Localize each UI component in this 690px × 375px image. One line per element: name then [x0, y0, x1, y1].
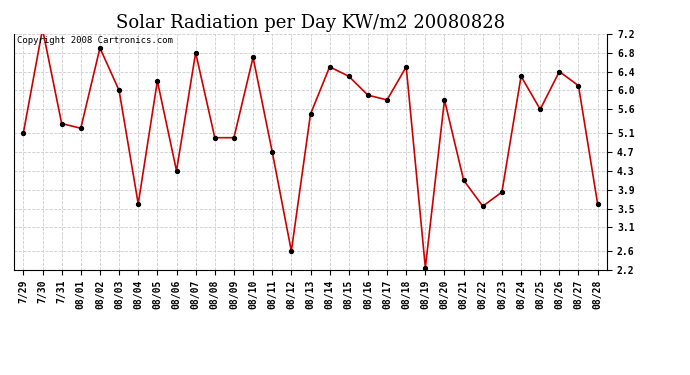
Point — [190, 50, 201, 55]
Point — [458, 177, 469, 183]
Point — [324, 64, 335, 70]
Point — [343, 73, 354, 79]
Point — [132, 201, 144, 207]
Point — [573, 83, 584, 89]
Point — [401, 64, 412, 70]
Point — [439, 97, 450, 103]
Point — [95, 45, 106, 51]
Text: Copyright 2008 Cartronics.com: Copyright 2008 Cartronics.com — [17, 36, 172, 45]
Point — [152, 78, 163, 84]
Point — [56, 120, 67, 126]
Point — [554, 69, 565, 75]
Point — [37, 26, 48, 32]
Point — [228, 135, 239, 141]
Point — [18, 130, 29, 136]
Point — [305, 111, 316, 117]
Point — [382, 97, 393, 103]
Point — [267, 149, 278, 155]
Title: Solar Radiation per Day KW/m2 20080828: Solar Radiation per Day KW/m2 20080828 — [116, 14, 505, 32]
Point — [496, 189, 507, 195]
Point — [515, 73, 526, 79]
Point — [420, 265, 431, 271]
Point — [592, 201, 603, 207]
Point — [75, 125, 86, 131]
Point — [477, 203, 489, 209]
Point — [171, 168, 182, 174]
Point — [248, 54, 259, 60]
Point — [114, 87, 125, 93]
Point — [535, 106, 546, 112]
Point — [362, 92, 373, 98]
Point — [286, 248, 297, 254]
Point — [209, 135, 220, 141]
